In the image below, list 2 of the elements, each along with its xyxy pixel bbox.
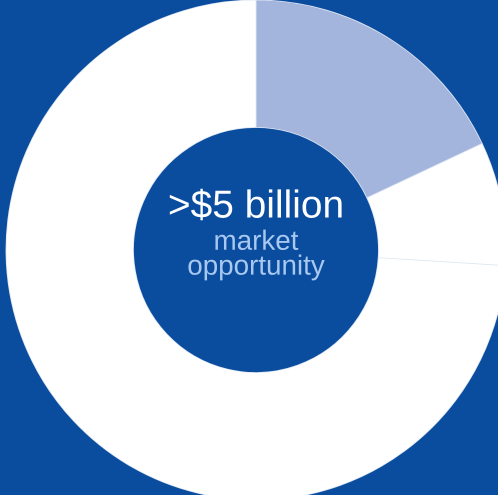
text: market opportunity: [188, 230, 325, 280]
text: >$5 billion: [170, 188, 342, 220]
